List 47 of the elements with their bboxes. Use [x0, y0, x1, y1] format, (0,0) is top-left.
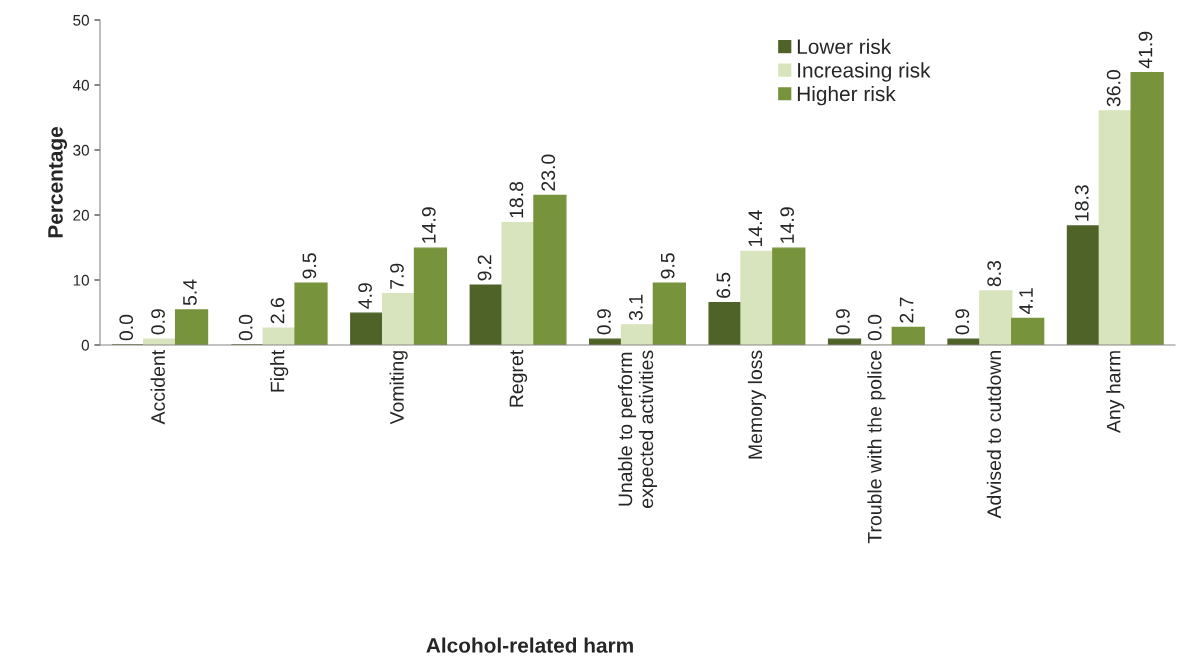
x-tick-label: Memory loss	[747, 350, 767, 459]
y-tick-label: 0	[81, 339, 89, 351]
data-label: 14.9	[421, 207, 436, 243]
y-tick-label: 20	[73, 209, 89, 221]
data-label: 14.9	[780, 207, 795, 243]
y-axis-title: Percentage	[48, 127, 68, 238]
x-tick-label: Fight	[270, 350, 289, 392]
data-label: 0.0	[238, 314, 253, 341]
x-tick-label: Accident	[150, 350, 165, 425]
data-label: 18.3	[1074, 185, 1089, 221]
data-label: 0.9	[835, 309, 850, 335]
y-tick-label: 10	[73, 274, 89, 286]
data-label: 0.0	[867, 314, 882, 341]
legend-label: Lower risk	[797, 38, 892, 55]
data-label: 41.9	[1138, 31, 1153, 69]
data-label: 5.4	[183, 279, 197, 306]
data-label: 0.9	[597, 309, 611, 335]
x-tick-label: Any harm	[1106, 351, 1125, 434]
data-label: 4.9	[358, 283, 372, 309]
data-label: 0.0	[119, 314, 134, 341]
data-label: 0.9	[151, 309, 165, 335]
data-label: 18.8	[509, 181, 524, 218]
x-tick-label: Vomiting	[389, 351, 408, 425]
data-label: 2.7	[899, 297, 914, 323]
x-tick-label: Trouble with the police	[867, 350, 886, 544]
data-label: 4.1	[1019, 288, 1033, 314]
x-tick-label: Regret	[509, 350, 528, 407]
legend-label: Higher risk	[797, 85, 896, 106]
x-tick-label: Advised to cutdown	[986, 351, 1002, 519]
x-tick-label: Unable to perform expected activities	[617, 350, 658, 508]
data-label: 23.0	[541, 154, 556, 191]
data-label: 9.2	[477, 255, 492, 281]
data-label: 0.9	[955, 309, 970, 335]
data-label: 36.0	[1106, 70, 1121, 107]
y-tick-label: 40	[72, 79, 89, 91]
legend-label: Increasing risk	[798, 62, 931, 82]
x-axis-title: Alcohol-related harm	[426, 637, 633, 653]
data-label: 8.3	[987, 260, 1002, 287]
y-tick-label: 30	[73, 144, 89, 156]
data-label: 14.4	[748, 210, 762, 247]
data-label: 9.5	[660, 253, 675, 279]
data-label: 2.6	[270, 298, 285, 324]
data-label: 3.1	[628, 294, 643, 321]
y-tick-label: 50	[73, 14, 89, 26]
data-label: 7.9	[390, 263, 404, 289]
data-label: 6.5	[716, 272, 731, 298]
data-label: 9.5	[302, 253, 317, 279]
